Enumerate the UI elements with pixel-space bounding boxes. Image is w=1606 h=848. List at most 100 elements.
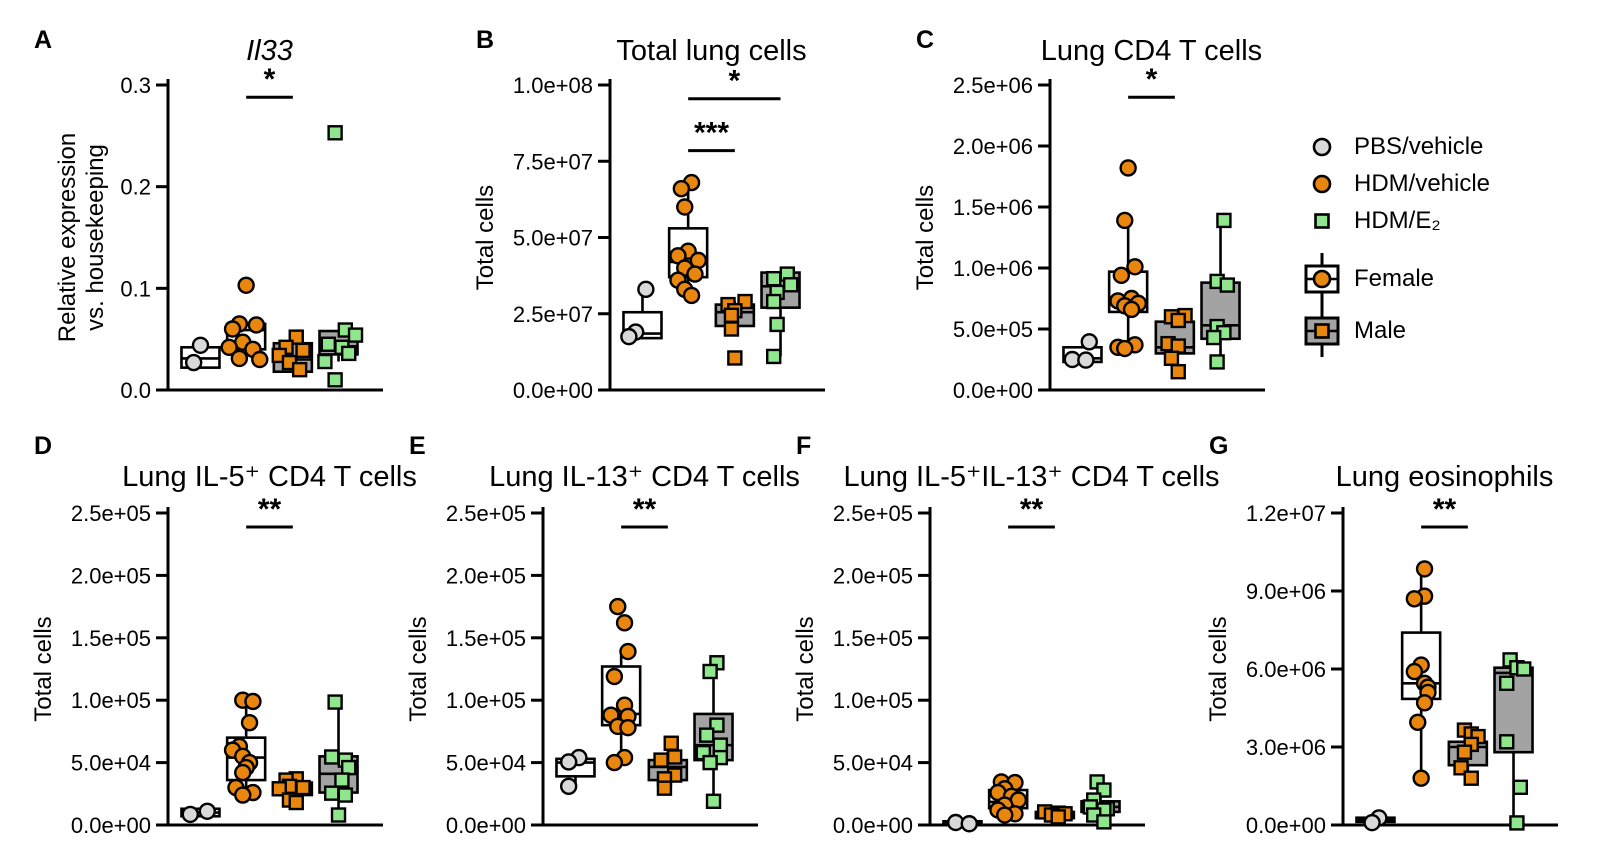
y-tick-label: 2.5e+07 — [513, 302, 593, 327]
data-point — [1112, 266, 1131, 285]
legend-item-pbs-vehicle: PBS/vehicle — [1290, 128, 1600, 165]
significance-label: * — [264, 63, 276, 96]
y-axis-label: Relative expression — [54, 133, 81, 342]
data-point — [672, 179, 691, 198]
y-tick-label: 1.0e+05 — [446, 688, 526, 713]
data-point — [637, 280, 655, 299]
y-tick-label: 0.0 — [120, 378, 151, 403]
data-point — [702, 754, 718, 771]
panel-letter: A — [34, 26, 52, 54]
y-tick-label: 5.0e+07 — [513, 226, 593, 251]
data-point — [605, 667, 624, 686]
data-point — [676, 198, 694, 216]
y-tick-label: 2.5e+05 — [71, 501, 151, 526]
y-tick-label: 5.0e+04 — [446, 751, 526, 776]
data-point — [1096, 814, 1112, 830]
significance-label: *** — [694, 117, 729, 150]
data-point — [330, 807, 347, 823]
data-point — [702, 663, 718, 680]
legend-label-female: Female — [1354, 265, 1435, 292]
legend-item-male: Male — [1290, 305, 1600, 357]
y-axis-label: Total cells — [472, 185, 499, 290]
data-point — [1116, 339, 1134, 358]
significance-label: * — [1146, 63, 1158, 96]
panel-title: Lung IL-13⁺ CD4 T cells — [489, 461, 800, 493]
data-point — [334, 772, 350, 788]
y-axis-label: Total cells — [30, 616, 57, 721]
male-boxplot-icon — [1290, 304, 1354, 358]
y-tick-label: 0.1 — [120, 276, 151, 301]
data-point — [327, 125, 343, 141]
data-point — [317, 353, 333, 370]
panel-F-lung-il5-il13-cd4-t-cells-chart: F Lung IL-5⁺IL-13⁺ CD4 T cells Total cells… — [792, 432, 1220, 838]
data-point — [705, 793, 722, 809]
y-tick-label: 7.5e+07 — [513, 149, 593, 174]
panel-letter: D — [34, 432, 52, 460]
data-point — [247, 316, 266, 334]
significance-label: ** — [633, 493, 657, 526]
data-point — [1456, 744, 1473, 760]
data-point — [1119, 159, 1137, 177]
data-point — [1415, 560, 1434, 578]
legend: PBS/vehicle HDM/vehicle HDM/E₂ — [1290, 128, 1600, 357]
data-point — [699, 727, 715, 743]
data-point — [1499, 675, 1515, 692]
data-point — [727, 350, 743, 366]
panel-D-lung-il5-cd4-t-cells-chart: D Lung IL-5⁺ CD4 T cells Total cells 0.0e+0… — [30, 432, 417, 838]
y-tick-label: 1.2e+07 — [1246, 501, 1326, 526]
panel-letter: B — [476, 26, 494, 54]
panel-title: Lung eosinophils — [1336, 461, 1554, 493]
data-point — [240, 713, 259, 732]
panel-letter: F — [796, 432, 811, 460]
data-point — [337, 787, 354, 803]
hdm-e2-square-icon — [1290, 210, 1354, 232]
y-tick-label: 2.5e+05 — [446, 501, 526, 526]
legend-spacer — [1290, 239, 1600, 253]
y-tick-label: 5.0e+04 — [833, 751, 913, 776]
panel-title: Lung IL-5⁺ CD4 T cells — [122, 461, 417, 493]
data-point — [1363, 813, 1381, 832]
data-point — [1509, 815, 1525, 831]
data-point — [559, 753, 578, 771]
panel-title: Lung CD4 T cells — [1041, 35, 1262, 67]
y-tick-label: 2.5e+05 — [833, 501, 913, 526]
female-boxplot-icon — [1290, 252, 1354, 306]
data-point — [1216, 212, 1232, 229]
data-point — [271, 781, 287, 797]
data-point — [1122, 300, 1141, 319]
data-point — [251, 350, 269, 369]
data-point — [723, 307, 740, 323]
data-point — [619, 718, 637, 737]
y-axis-label: Total cells — [1205, 616, 1232, 721]
y-tick-label: 2.0e+05 — [446, 563, 526, 588]
data-point — [1206, 329, 1222, 346]
data-point — [324, 749, 340, 765]
data-point — [234, 763, 252, 782]
panel-title: Il33 — [246, 35, 293, 67]
data-point — [615, 614, 634, 632]
y-tick-label: 0.0e+00 — [1246, 813, 1326, 838]
panel-B-total-lung-cells-chart: B Total lung cells Total cells 0.0e+00 2.5e+… — [472, 26, 825, 403]
y-tick-label: 1.0e+06 — [953, 256, 1033, 281]
y-axis-label: Total cells — [405, 616, 432, 721]
data-point — [1080, 333, 1098, 351]
data-point — [198, 802, 216, 820]
data-point — [191, 336, 210, 354]
data-point — [1405, 590, 1424, 608]
data-point — [1077, 351, 1095, 369]
y-tick-label: 6.0e+06 — [1246, 657, 1326, 682]
legend-item-hdm-vehicle: HDM/vehicle — [1290, 165, 1600, 202]
y-tick-label: 0.0e+00 — [71, 813, 151, 838]
data-point — [244, 692, 262, 711]
legend-label-male: Male — [1354, 317, 1407, 344]
panel-E-lung-il13-cd4-t-cells-chart: E Lung IL-13⁺ CD4 T cells Total cells 0.0e+… — [405, 432, 800, 838]
legend-label-hdm-e2: HDM/E₂ — [1354, 206, 1441, 234]
y-tick-label: 1.0e+05 — [71, 688, 151, 713]
panel-title: Lung IL-5⁺IL-13⁺ CD4 T cells — [843, 461, 1219, 493]
data-point — [783, 277, 799, 293]
data-point — [559, 777, 578, 796]
hdm-vehicle-circle-icon — [1290, 173, 1354, 195]
legend-item-hdm-e2: HDM/E₂ — [1290, 202, 1600, 239]
y-tick-label: 9.0e+06 — [1246, 579, 1326, 604]
